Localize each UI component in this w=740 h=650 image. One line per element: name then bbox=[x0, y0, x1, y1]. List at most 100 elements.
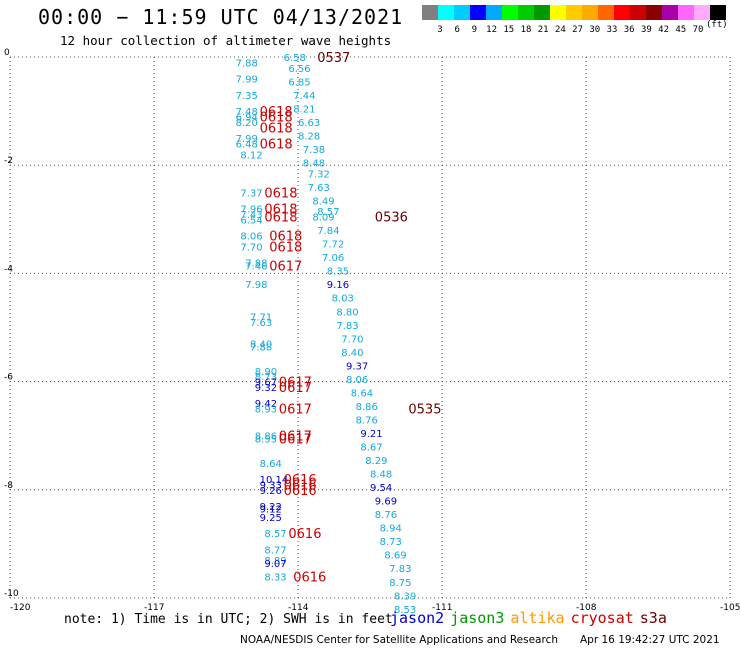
wave-height-point: 6.94 bbox=[236, 113, 258, 124]
scale-label: 27 bbox=[572, 25, 584, 35]
y-tick-label: -4 bbox=[4, 264, 13, 274]
cycle-label: 0618 bbox=[260, 111, 293, 126]
x-tick-label: -114 bbox=[288, 603, 309, 613]
x-tick-label: -108 bbox=[576, 603, 597, 613]
cycle-label: 0618 bbox=[269, 240, 302, 255]
wave-height-point: 8.94 bbox=[380, 524, 402, 535]
wave-height-point: 7.83 bbox=[336, 321, 358, 332]
wave-height-point: 6.56 bbox=[288, 64, 310, 75]
wave-height-point: 7.70 bbox=[341, 334, 363, 345]
credit-text: NOAA/NESDIS Center for Satellite Applica… bbox=[240, 634, 558, 646]
wave-height-point: 8.80 bbox=[336, 307, 358, 318]
wave-height-point: 9.54 bbox=[370, 483, 392, 494]
cycle-label: 0618 bbox=[260, 105, 293, 120]
x-tick-label: -117 bbox=[144, 603, 164, 613]
wave-height-point: 8.12 bbox=[240, 150, 262, 161]
wave-height-point: 8.64 bbox=[260, 459, 282, 470]
scale-label: 42 bbox=[658, 25, 670, 35]
wave-height-point: 9.32 bbox=[255, 383, 277, 394]
legend-jason2: jason2 bbox=[390, 609, 445, 627]
cycle-label: 0536 bbox=[375, 211, 408, 226]
scale-swatch bbox=[662, 5, 678, 20]
scale-label: 18 bbox=[520, 25, 532, 35]
scale-label: 3 bbox=[437, 25, 443, 35]
wave-height-point: 8.76 bbox=[375, 510, 397, 521]
wave-height-point: 8.90 bbox=[255, 367, 277, 378]
wave-height-point: 7.99 bbox=[236, 134, 258, 145]
wave-height-point: 8.57 bbox=[317, 207, 339, 218]
cycle-label: 0535 bbox=[408, 403, 441, 418]
scale-label: 70 bbox=[692, 25, 704, 35]
wave-height-point: 9.07 bbox=[264, 559, 286, 570]
scale-label: 21 bbox=[537, 25, 549, 35]
scale-label: 30 bbox=[589, 25, 601, 35]
scale-label: 36 bbox=[623, 25, 635, 35]
wave-height-point: 8.86 bbox=[255, 432, 277, 443]
wave-height-point: 9.16 bbox=[327, 280, 349, 291]
wave-height-point: 8.40 bbox=[250, 340, 272, 351]
wave-height-point: 9.12 bbox=[260, 505, 282, 516]
wave-height-point: 8.77 bbox=[264, 545, 286, 556]
y-tick-label: -2 bbox=[4, 156, 13, 166]
cycle-label: 0616 bbox=[284, 484, 317, 499]
wave-height-point: 8.29 bbox=[365, 456, 387, 467]
cycle-label: 0618 bbox=[264, 211, 297, 226]
wave-height-point: 6.48 bbox=[236, 140, 258, 151]
cycle-label: 0616 bbox=[284, 473, 317, 488]
map-title: 00:00 − 11:59 UTC 04/13/2021 bbox=[38, 5, 404, 29]
map-subtitle: 12 hour collection of altimeter wave hei… bbox=[60, 33, 392, 48]
wave-height-point: 7.37 bbox=[240, 188, 262, 199]
wave-height-point: 7.63 bbox=[250, 318, 272, 329]
wave-height-point: 9.67 bbox=[255, 378, 277, 389]
wave-height-point: 9.25 bbox=[260, 513, 282, 524]
scale-swatch bbox=[710, 5, 726, 20]
wave-height-point: 8.28 bbox=[298, 131, 320, 142]
wave-height-point: 8.09 bbox=[312, 213, 334, 224]
cycle-label: 0618 bbox=[260, 121, 293, 136]
wave-height-point: 8.53 bbox=[394, 605, 416, 616]
wave-height-point: 8.49 bbox=[312, 196, 334, 207]
wave-height-point: 9.33 bbox=[260, 480, 282, 491]
scale-label: 39 bbox=[640, 25, 652, 35]
scale-swatch bbox=[630, 5, 646, 20]
scale-label: 9 bbox=[471, 25, 478, 35]
cycle-label: 0617 bbox=[279, 432, 312, 447]
cycle-label: 0618 bbox=[260, 138, 293, 153]
wave-height-point: 8.86 bbox=[356, 402, 378, 413]
scale-label: 12 bbox=[486, 25, 498, 35]
x-tick-label: -105 bbox=[720, 603, 740, 613]
y-tick-label: -6 bbox=[4, 373, 13, 383]
cycle-label: 0617 bbox=[279, 430, 312, 445]
wave-height-point: 8.06 bbox=[240, 232, 262, 243]
wave-height-point: 9.26 bbox=[260, 486, 282, 497]
wave-height-point: 9.69 bbox=[375, 497, 397, 508]
scale-swatch bbox=[486, 5, 502, 20]
cycle-label: 0617 bbox=[269, 259, 302, 274]
cycle-label: 0618 bbox=[264, 202, 297, 217]
scale-swatch bbox=[646, 5, 662, 20]
wave-height-point: 9.21 bbox=[360, 429, 382, 440]
wave-height-point: 7.44 bbox=[293, 91, 315, 102]
wave-height-point: 8.39 bbox=[394, 591, 416, 602]
scale-swatch bbox=[470, 5, 486, 20]
wave-height-point: 7.88 bbox=[250, 342, 272, 353]
wave-height-point: 8.75 bbox=[389, 578, 411, 589]
scale-swatch bbox=[678, 5, 694, 20]
wave-height-point: 7.38 bbox=[303, 145, 325, 156]
wave-height-point: 7.88 bbox=[245, 259, 267, 270]
wave-height-point: 7.70 bbox=[240, 242, 262, 253]
scale-swatch bbox=[566, 5, 582, 20]
scale-label: 6 bbox=[454, 25, 460, 35]
wave-height-point: 8.69 bbox=[384, 551, 406, 562]
legend-altika: altika bbox=[510, 609, 565, 627]
wave-height-point: 7.32 bbox=[308, 169, 330, 180]
cycle-label: 0617 bbox=[279, 381, 312, 396]
wave-height-point: 7.72 bbox=[322, 240, 344, 251]
cycle-label: 0618 bbox=[269, 230, 302, 245]
scale-swatch bbox=[614, 5, 630, 20]
wave-height-point: 8.67 bbox=[360, 443, 382, 454]
scale-swatch bbox=[534, 5, 550, 20]
wave-height-point: 7.96 bbox=[240, 204, 262, 215]
wave-height-point: 7.88 bbox=[236, 58, 258, 69]
